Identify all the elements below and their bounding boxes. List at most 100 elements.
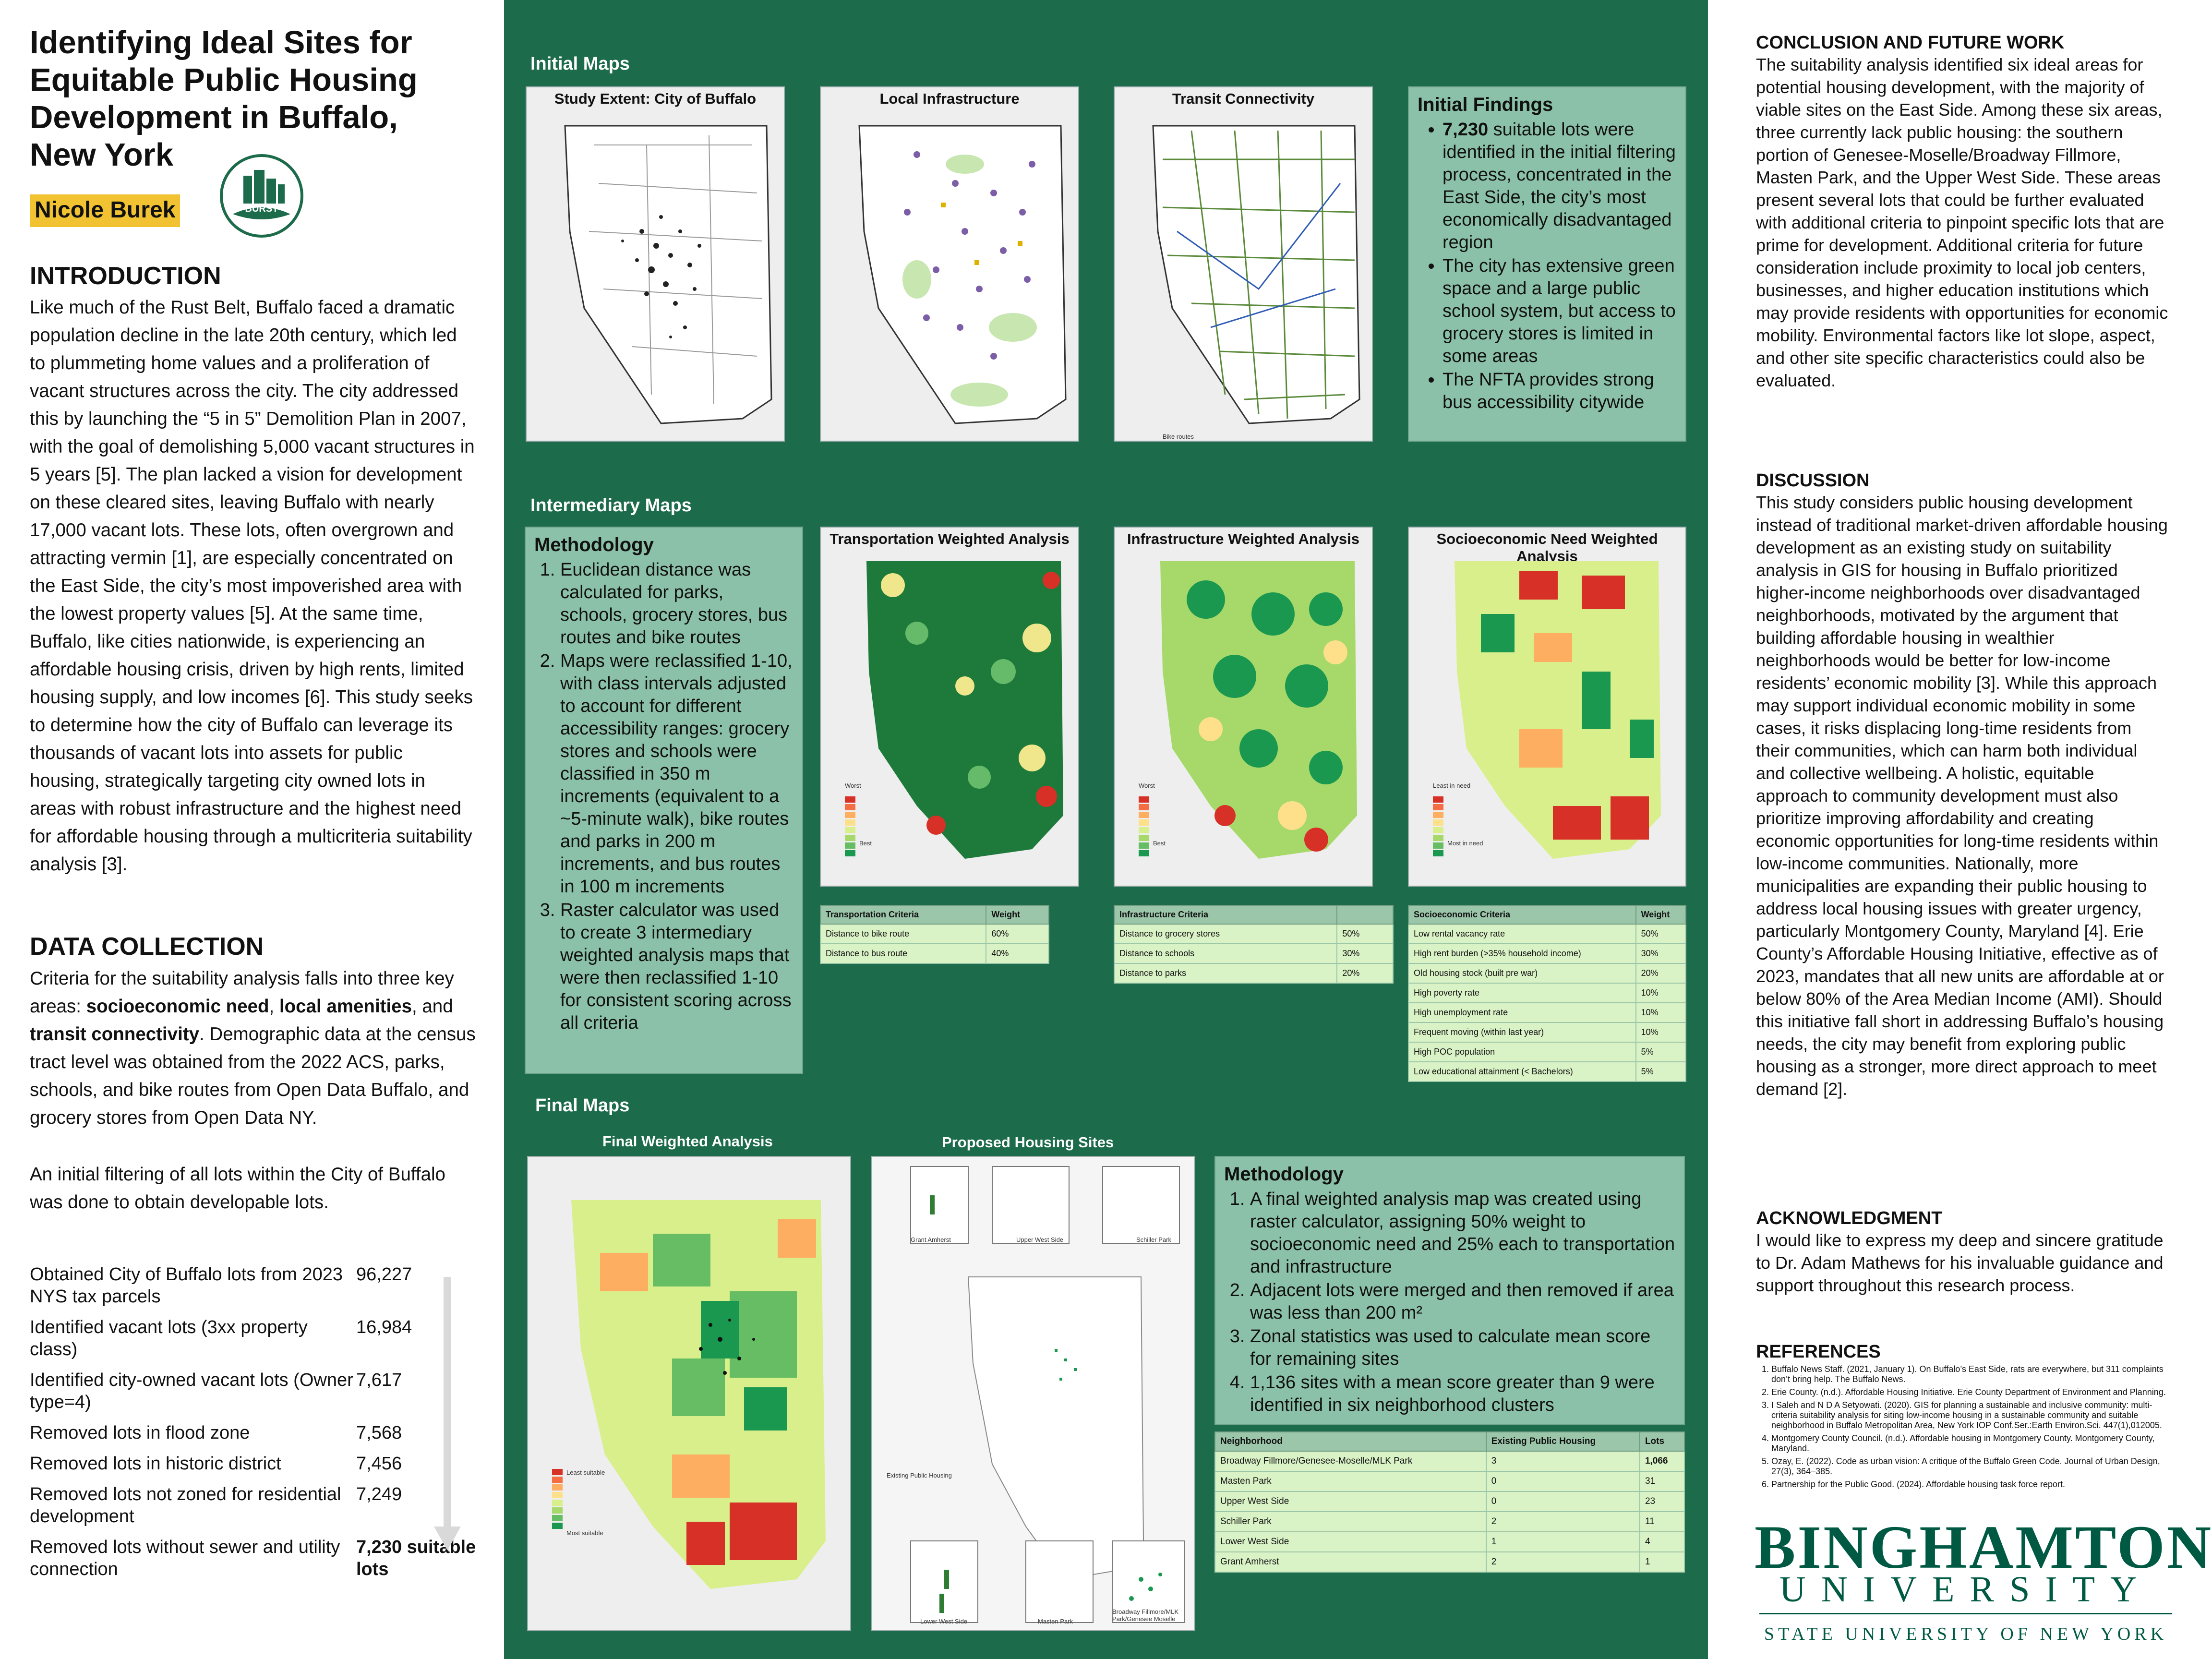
methodology-title: Methodology (1224, 1164, 1344, 1185)
right-column (1708, 0, 2212, 1659)
filter-step: Obtained City of Buffalo lots from 2023 … (30, 1264, 412, 1307)
inset-label: Broadway Fillmore/MLK Park/Genesee Mosel… (1112, 1608, 1178, 1623)
methodology-step: Raster calculator was used to create 3 i… (560, 899, 793, 1034)
table-row: Low educational attainment (< Bachelors)… (1408, 1061, 1687, 1082)
legend-worst-label: Worst (845, 782, 861, 789)
finding-item: The city has extensive green space and a… (1443, 255, 1677, 368)
methodology-list: A final weighted analysis map was create… (1224, 1188, 1675, 1417)
reference-item: I Saleh and N D A Setyowati. (2020). GIS… (1771, 1400, 2170, 1431)
table-row: Distance to bike route 60% (819, 924, 1049, 944)
table-row: High unemployment rate 10% (1408, 1002, 1687, 1023)
finding-item: 7,230 suitable lots were identified in t… (1443, 119, 1677, 254)
table-row: High POC population 5% (1408, 1042, 1687, 1062)
proposed-housing-map: Grant Amherst Upper West Side Schiller P… (871, 1156, 1195, 1631)
city-outline-icon (564, 125, 772, 424)
binghamton-logo-suny: STATE UNIVERSITY OF NEW YORK (1764, 1624, 2168, 1644)
bike-routes-label: Bike routes (1163, 433, 1194, 440)
poster-title: Identifying Ideal Sites for Equitable Pu… (30, 24, 418, 173)
methodology-step: Maps were reclassified 1-10, with class … (560, 650, 793, 898)
table-row: High poverty rate 10% (1408, 983, 1687, 1003)
legend-most-label: Most in need (1447, 840, 1483, 847)
inset-label: Upper West Side (1016, 1236, 1064, 1243)
infrastructure-weighted-map: Infrastructure Weighted Analysis Worst B… (1114, 527, 1373, 887)
filter-step: Identified city-owned vacant lots (Owner… (30, 1370, 402, 1412)
data-collection-heading: DATA COLLECTION (30, 933, 264, 961)
socioeconomic-criteria-table: Socioeconomic Criteria Weight Low rental … (1408, 905, 1687, 1082)
filter-step: Removed lots in historic district 7,456 (30, 1454, 402, 1474)
reference-item: Buffalo News Staff. (2021, January 1). O… (1771, 1364, 2170, 1384)
introduction-heading: INTRODUCTION (30, 262, 221, 290)
findings-list: 7,230 suitable lots were identified in t… (1418, 119, 1677, 414)
table-row: Lower West Side 1 4 (1214, 1531, 1685, 1552)
initial-maps-heading: Initial Maps (530, 54, 630, 74)
data-collection-body: Criteria for the suitability analysis fa… (30, 968, 476, 1128)
socioeconomic-weighted-map: Socioeconomic Need Weighted Analysis Lea… (1408, 527, 1686, 887)
conclusion-section: CONCLUSION AND FUTURE WORK The suitabili… (1756, 33, 2169, 392)
reference-item: Montgomery County Council. (n.d.). Affor… (1771, 1433, 2170, 1454)
map-title: Local Infrastructure (879, 90, 1020, 107)
legend-scale (1139, 796, 1149, 858)
burst-logo: BURST (220, 154, 303, 238)
filter-step: Identified vacant lots (3xx property cla… (30, 1317, 412, 1359)
intermediary-maps-heading: Intermediary Maps (530, 495, 692, 516)
final-weighted-map: Least suitable Most suitable (527, 1156, 851, 1631)
methodology-list: Euclidean distance was calculated for pa… (534, 559, 793, 1034)
legend-most-label: Most suitable (566, 1529, 603, 1537)
table-row: Upper West Side 0 23 (1214, 1491, 1685, 1512)
acknowledgment-section: ACKNOWLEDGMENT I would like to express m… (1756, 1208, 2169, 1297)
table-row: Low rental vacancy rate 50% (1408, 924, 1687, 944)
discussion-body: This study considers public housing deve… (1756, 493, 2168, 1099)
map-title: Transportation Weighted Analysis (830, 530, 1070, 547)
filter-step-final: Removed lots without sewer and utility c… (30, 1537, 476, 1579)
table-row: Schiller Park 2 11 (1214, 1511, 1685, 1532)
down-arrow-icon (444, 1277, 451, 1531)
methodology-step: A final weighted analysis map was create… (1250, 1188, 1675, 1278)
finding-item: The NFTA provides strong bus accessibili… (1443, 369, 1677, 414)
svg-text:BURST: BURST (245, 204, 278, 214)
intermediary-methodology-box: Methodology Euclidean distance was calcu… (525, 527, 803, 1074)
transportation-weighted-map: Transportation Weighted Analysis Worst B… (820, 527, 1079, 887)
references-heading: REFERENCES (1756, 1342, 1881, 1362)
neighborhood-table: Neighborhood Existing Public Housing Lots … (1214, 1431, 1685, 1573)
legend-best-label: Best (1153, 840, 1166, 847)
methodology-step: 1,136 sites with a mean score greater th… (1250, 1371, 1675, 1417)
conclusion-heading: CONCLUSION AND FUTURE WORK (1756, 33, 2065, 53)
findings-title: Initial Findings (1418, 94, 1553, 115)
legend-least-label: Least in need (1433, 782, 1471, 789)
arrow-head-icon (434, 1527, 461, 1551)
table-row: Old housing stock (built pre war) 20% (1408, 963, 1687, 984)
legend-scale (845, 796, 855, 858)
legend-worst-label: Worst (1139, 782, 1155, 789)
filtering-steps: Obtained City of Buffalo lots from 2023 … (30, 1263, 481, 1589)
inset-label: Masten Park (1038, 1618, 1073, 1625)
methodology-step: Adjacent lots were merged and then remov… (1250, 1279, 1675, 1324)
discussion-heading: DISCUSSION (1756, 470, 1870, 491)
table-row: Distance to parks 20% (1113, 963, 1394, 984)
filter-step: Removed lots not zoned for residential d… (30, 1484, 402, 1527)
transit-connectivity-map: Transit Connectivity Bike routes (1114, 86, 1373, 442)
table-row: Broadway Fillmore/Genesee-Moselle/MLK Pa… (1214, 1451, 1685, 1472)
methodology-title: Methodology (534, 534, 654, 555)
study-extent-map: Study Extent: City of Buffalo (526, 86, 785, 442)
left-column: Identifying Ideal Sites for Equitable Pu… (0, 0, 504, 1659)
local-infrastructure-map: Local Infrastructure (820, 86, 1079, 442)
existing-housing-legend: Existing Public Housing (887, 1472, 952, 1479)
binghamton-logo-university: UNIVERSITY (1779, 1569, 2152, 1610)
legend-least-label: Least suitable (566, 1469, 605, 1476)
legend-scale (552, 1469, 563, 1530)
inset-label: Grant Amherst (911, 1236, 951, 1243)
author-name: Nicole Burek (30, 194, 180, 227)
discussion-section: DISCUSSION This study considers public h… (1756, 470, 2169, 1100)
inset-label: Schiller Park (1136, 1236, 1171, 1243)
methodology-step: Zonal statistics was used to calculate m… (1250, 1325, 1675, 1370)
binghamton-logo-name: BINGHAMTON (1755, 1513, 2212, 1581)
final-maps-heading: Final Maps (535, 1095, 630, 1116)
inset-label: Lower West Side (920, 1618, 968, 1625)
filter-step: Removed lots in flood zone 7,568 (30, 1423, 402, 1443)
map-title: Transit Connectivity (1172, 90, 1315, 107)
map-title: Infrastructure Weighted Analysis (1127, 530, 1360, 547)
reference-item: Erie County. (n.d.). Affordable Housing … (1771, 1387, 2170, 1397)
transportation-criteria-table: Transportation Criteria Weight Distance t… (819, 905, 1049, 964)
table-row: Distance to bus route 40% (819, 943, 1049, 964)
introduction-body: Like much of the Rust Belt, Buffalo face… (30, 297, 475, 875)
